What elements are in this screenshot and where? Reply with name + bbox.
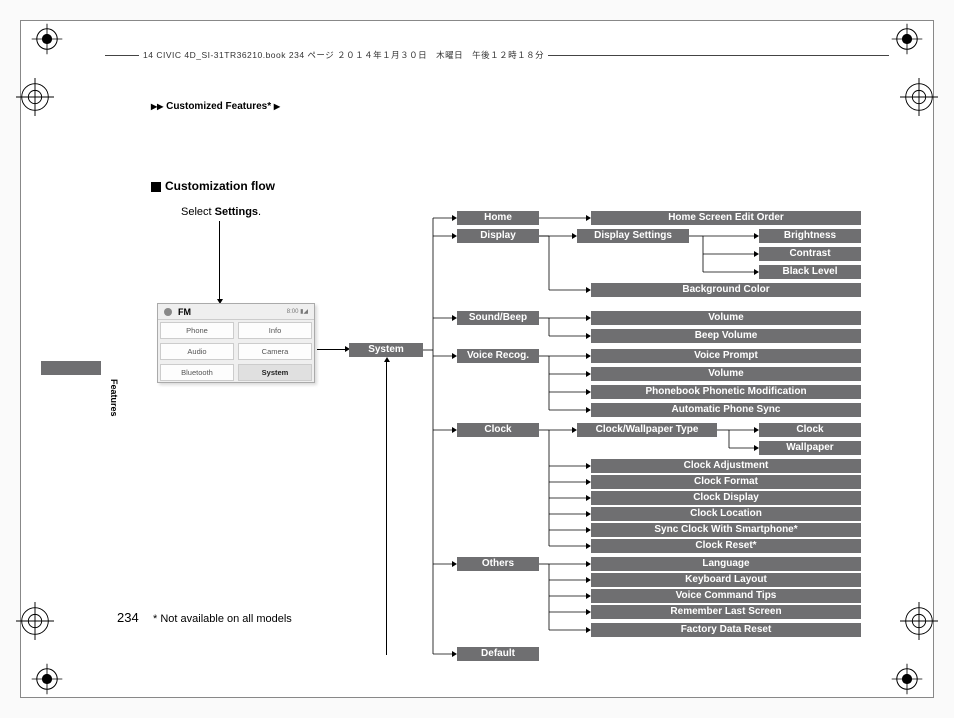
node-l2: Sound/Beep	[457, 311, 539, 325]
node-l3: Automatic Phone Sync	[591, 403, 861, 417]
header-rule: 14 CIVIC 4D_SI-31TR36210.book 234 ページ ２０…	[105, 55, 889, 56]
page-frame: 14 CIVIC 4D_SI-31TR36210.book 234 ページ ２０…	[20, 20, 934, 698]
triangle-icon: ▶▶	[151, 102, 163, 111]
page-number: 234	[117, 610, 139, 625]
node-l3: Language	[591, 557, 861, 571]
screen-cell: Phone	[160, 322, 234, 339]
screen-cell: Audio	[160, 343, 234, 360]
node-l3: Display Settings	[577, 229, 689, 243]
node-l3: Factory Data Reset	[591, 623, 861, 637]
header-text: 14 CIVIC 4D_SI-31TR36210.book 234 ページ ２０…	[139, 49, 548, 61]
registration-mark-icon	[16, 78, 54, 116]
screen-cell-selected: System	[238, 364, 312, 381]
instruction-suffix: .	[258, 206, 261, 218]
node-l3: Clock/Wallpaper Type	[577, 423, 717, 437]
crop-mark-icon	[30, 662, 64, 696]
connector	[386, 359, 387, 655]
node-l3: Home Screen Edit Order	[591, 211, 861, 225]
square-bullet-icon	[151, 182, 161, 192]
node-l3: Beep Volume	[591, 329, 861, 343]
screen-cell: Bluetooth	[160, 364, 234, 381]
node-l4: Wallpaper	[759, 441, 861, 455]
screen-fm-label: FM	[178, 307, 191, 317]
registration-mark-icon	[900, 78, 938, 116]
crop-mark-icon	[890, 22, 924, 56]
screen-grid: Phone Info Audio Camera Bluetooth System	[158, 320, 314, 383]
settings-screenshot: FM 8:00 ▮◢ Phone Info Audio Camera Bluet…	[157, 303, 315, 383]
node-l2: Voice Recog.	[457, 349, 539, 363]
node-l3: Sync Clock With Smartphone*	[591, 523, 861, 537]
breadcrumb: ▶▶ Customized Features* ▶	[151, 101, 280, 112]
node-l2: Others	[457, 557, 539, 571]
screen-status-text: 8:00 ▮◢	[287, 308, 308, 315]
node-l3: Clock Location	[591, 507, 861, 521]
node-l3: Phonebook Phonetic Modification	[591, 385, 861, 399]
dot-icon	[164, 308, 172, 316]
connector	[317, 349, 345, 350]
section-title-text: Customization flow	[165, 179, 275, 193]
node-l3: Volume	[591, 311, 861, 325]
node-l3: Clock Display	[591, 491, 861, 505]
node-l2: Home	[457, 211, 539, 225]
breadcrumb-label: Customized Features	[166, 101, 267, 112]
crop-mark-icon	[890, 662, 924, 696]
node-l2: Clock	[457, 423, 539, 437]
node-l3: Background Color	[591, 283, 861, 297]
node-l4: Clock	[759, 423, 861, 437]
screen-cell: Camera	[238, 343, 312, 360]
instruction-prefix: Select	[181, 206, 215, 218]
registration-mark-icon	[16, 602, 54, 640]
instruction-bold: Settings	[215, 206, 258, 218]
crop-mark-icon	[30, 22, 64, 56]
node-l3: Voice Prompt	[591, 349, 861, 363]
triangle-icon: ▶	[274, 102, 280, 111]
node-l3: Clock Format	[591, 475, 861, 489]
node-l3: Clock Adjustment	[591, 459, 861, 473]
section-title: Customization flow	[151, 179, 275, 193]
node-l3: Volume	[591, 367, 861, 381]
screen-status-bar: FM 8:00 ▮◢	[158, 304, 314, 320]
node-l3: Keyboard Layout	[591, 573, 861, 587]
node-l2: Default	[457, 647, 539, 661]
node-l3: Remember Last Screen	[591, 605, 861, 619]
side-tab-label: Features	[109, 379, 119, 417]
instruction: Select Settings.	[181, 206, 261, 218]
node-l4: Contrast	[759, 247, 861, 261]
arrow-up-icon	[384, 357, 390, 362]
node-l3: Voice Command Tips	[591, 589, 861, 603]
node-l3: Clock Reset*	[591, 539, 861, 553]
screen-cell: Info	[238, 322, 312, 339]
side-tab	[41, 361, 101, 375]
registration-mark-icon	[900, 602, 938, 640]
node-l4: Black Level	[759, 265, 861, 279]
node-system: System	[349, 343, 423, 357]
node-l2: Display	[457, 229, 539, 243]
node-l4: Brightness	[759, 229, 861, 243]
footnote: * Not available on all models	[153, 613, 292, 625]
arrow-line	[219, 221, 220, 299]
